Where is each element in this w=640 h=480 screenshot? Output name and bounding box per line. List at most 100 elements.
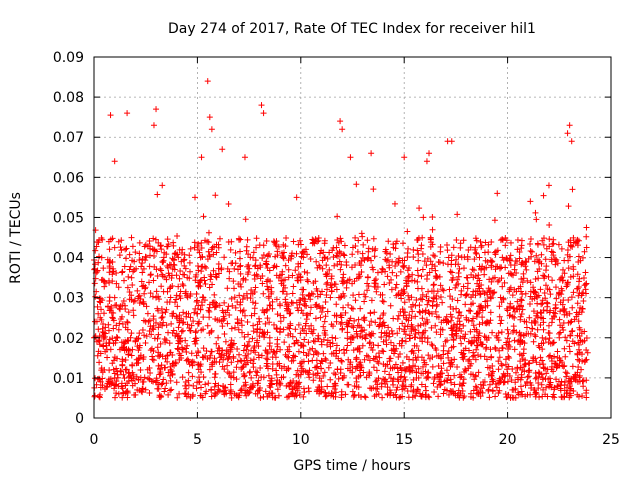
data-point (387, 389, 394, 396)
data-point (445, 391, 452, 398)
data-point (267, 384, 274, 391)
data-point (228, 342, 235, 349)
data-point (254, 325, 261, 332)
data-point (297, 237, 304, 244)
data-point (504, 326, 511, 333)
data-point (399, 240, 406, 247)
data-point (423, 316, 430, 323)
data-point (322, 393, 329, 400)
data-point (193, 291, 200, 298)
data-point (197, 277, 204, 284)
data-point (249, 335, 256, 342)
data-point (147, 272, 154, 279)
data-point (418, 370, 425, 377)
data-point (380, 298, 387, 305)
data-point (398, 373, 405, 380)
data-point (428, 341, 435, 348)
data-point (209, 281, 216, 288)
data-point (521, 340, 528, 347)
data-point (432, 308, 439, 315)
data-point (110, 268, 117, 275)
data-point (510, 305, 517, 312)
data-point (333, 244, 340, 251)
data-point (484, 259, 491, 266)
data-point (437, 293, 444, 300)
data-point (477, 353, 484, 360)
data-point (130, 298, 137, 305)
data-point (563, 337, 570, 344)
data-point (468, 301, 475, 308)
data-point (401, 257, 408, 264)
data-point (142, 257, 149, 264)
data-point (561, 393, 568, 400)
data-point (266, 342, 273, 349)
data-point (448, 325, 455, 332)
data-point (253, 244, 260, 251)
data-point (518, 311, 525, 318)
data-point (422, 368, 429, 375)
data-point (285, 366, 292, 373)
data-point (556, 334, 563, 341)
data-point (438, 319, 445, 326)
data-point (125, 351, 132, 358)
data-point (243, 354, 250, 361)
data-point (126, 347, 133, 354)
data-point (208, 329, 215, 336)
data-point (374, 269, 381, 276)
data-point (177, 267, 184, 274)
data-point (322, 313, 329, 320)
data-point (254, 369, 261, 376)
data-point (321, 389, 328, 396)
data-point (206, 301, 213, 308)
data-point (455, 252, 462, 259)
data-point (496, 277, 503, 284)
data-point (212, 273, 219, 280)
data-point (254, 265, 261, 272)
data-point (450, 274, 457, 281)
data-point (252, 300, 259, 307)
data-point (353, 328, 360, 335)
data-point (169, 255, 176, 262)
data-point (287, 379, 294, 386)
data-point (277, 346, 284, 353)
data-point (133, 265, 140, 272)
data-point (255, 351, 262, 358)
data-point (294, 367, 301, 374)
data-point (295, 263, 302, 270)
data-point (196, 379, 203, 386)
data-point (251, 344, 258, 351)
data-point (419, 330, 426, 337)
data-point (151, 263, 158, 270)
data-point (174, 345, 181, 352)
data-point (526, 314, 533, 321)
data-point (408, 381, 415, 388)
data-point (344, 381, 351, 388)
data-point (339, 375, 346, 382)
data-point (192, 194, 199, 201)
data-point (535, 385, 542, 392)
data-point (110, 317, 117, 324)
data-point (269, 394, 276, 401)
data-point (237, 248, 244, 255)
data-point (219, 307, 226, 314)
data-point (494, 334, 501, 341)
data-point (95, 326, 102, 333)
data-point (302, 298, 309, 305)
data-point (447, 360, 454, 367)
data-point (413, 369, 420, 376)
data-point (234, 299, 241, 306)
data-point (560, 326, 567, 333)
data-point (253, 372, 260, 379)
data-point (190, 382, 197, 389)
data-point (430, 282, 437, 289)
data-point (104, 303, 111, 310)
data-point (199, 263, 206, 270)
data-point (353, 181, 360, 188)
data-point (317, 250, 324, 257)
data-point (429, 298, 436, 305)
data-point (340, 251, 347, 258)
data-point (550, 368, 557, 375)
data-point (184, 342, 191, 349)
data-point (205, 248, 212, 255)
data-point (185, 382, 192, 389)
